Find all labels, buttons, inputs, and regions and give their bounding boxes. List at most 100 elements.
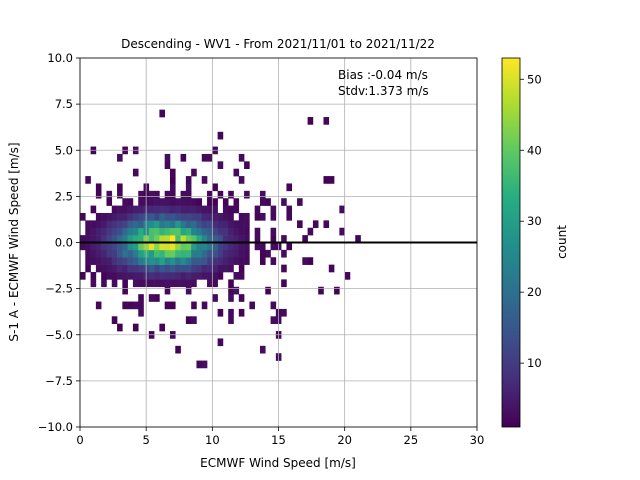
heatmap-cell: [132, 323, 139, 332]
heatmap-cell: [254, 227, 261, 236]
y-tick-label: 0.0: [55, 236, 73, 250]
colorbar-label: count: [555, 225, 569, 259]
colorbar-tick-label: 20: [527, 285, 542, 299]
heatmap-cell: [132, 227, 139, 236]
heatmap-cell: [122, 220, 128, 229]
heatmap-cell: [185, 220, 192, 229]
heatmap-cell: [228, 257, 234, 265]
y-tick-label: −7.5: [45, 374, 73, 388]
heatmap-cell: [122, 264, 128, 273]
heatmap-cell: [164, 301, 171, 310]
heatmap-cell: [212, 205, 218, 214]
heatmap-cell: [169, 242, 176, 251]
heatmap-cell: [244, 161, 250, 169]
heatmap-cell: [159, 235, 165, 243]
heatmap-cell: [228, 249, 234, 258]
heatmap-cell: [169, 301, 176, 310]
heatmap-cell: [201, 272, 208, 280]
heatmap-cell: [191, 249, 197, 258]
heatmap-cell: [148, 198, 155, 206]
heatmap-cell: [175, 205, 181, 214]
heatmap-cell: [270, 235, 277, 243]
heatmap-cell: [191, 235, 197, 243]
heatmap-cell: [122, 205, 128, 214]
heatmap-cell: [207, 205, 213, 214]
heatmap-cell: [270, 316, 277, 324]
heatmap-cell: [106, 272, 113, 280]
heatmap-cell: [180, 272, 187, 280]
heatmap-cell: [265, 286, 271, 295]
heatmap-cell: [127, 235, 134, 243]
heatmap-cell: [169, 198, 176, 206]
heatmap-cell: [207, 242, 213, 251]
heatmap-cell: [212, 198, 218, 206]
heatmap-cell: [201, 235, 208, 243]
heatmap-cell: [148, 272, 155, 280]
heatmap-cell: [355, 235, 361, 243]
heatmap-cell: [154, 294, 160, 302]
stdv-annotation: Stdv:1.373 m/s: [338, 84, 429, 98]
heatmap-cell: [169, 235, 176, 243]
heatmap-cell: [307, 227, 314, 236]
heatmap-cell: [191, 257, 197, 265]
heatmap-cell: [101, 257, 107, 265]
heatmap-cell: [228, 316, 234, 324]
heatmap-cell: [90, 235, 97, 243]
heatmap-cell: [217, 264, 224, 273]
heatmap-cell: [281, 198, 287, 206]
heatmap-cell: [159, 198, 165, 206]
heatmap-cells: [80, 109, 361, 369]
heatmap-cell: [159, 212, 165, 221]
heatmap-cell: [244, 227, 250, 236]
heatmap-cell: [169, 168, 176, 177]
heatmap-cell: [95, 249, 102, 258]
heatmap-cell: [207, 227, 213, 236]
heatmap-cell: [185, 257, 192, 265]
heatmap-cell: [196, 242, 203, 251]
heatmap-cell: [180, 198, 187, 206]
heatmap-cell: [222, 257, 229, 265]
heatmap-cell: [117, 323, 123, 332]
heatmap-cell: [244, 249, 250, 258]
heatmap-cell: [185, 264, 192, 273]
heatmap-cell: [111, 212, 118, 221]
heatmap-cell: [117, 190, 123, 199]
heatmap-cell: [80, 272, 86, 280]
heatmap-cell: [148, 190, 155, 199]
heatmap-cell: [233, 198, 240, 206]
heatmap-cell: [138, 235, 144, 243]
heatmap-cell: [180, 212, 187, 221]
heatmap-cell: [154, 249, 160, 258]
heatmap-cell: [201, 227, 208, 236]
heatmap-cell: [201, 242, 208, 251]
heatmap-cell: [185, 227, 192, 236]
heatmap-cell: [138, 264, 144, 273]
heatmap-cell: [212, 264, 218, 273]
heatmap-cell: [191, 205, 197, 214]
heatmap-cell: [228, 286, 234, 295]
heatmap-cell: [117, 227, 123, 236]
heatmap-cell: [127, 198, 134, 206]
heatmap-cell: [169, 257, 176, 265]
heatmap-cell: [90, 242, 97, 251]
heatmap-cell: [191, 227, 197, 236]
heatmap-cell: [196, 212, 203, 221]
heatmap-cell: [312, 220, 319, 229]
heatmap-cell: [212, 235, 218, 243]
heatmap-cell: [228, 190, 234, 199]
heatmap-cell: [122, 279, 128, 288]
heatmap-cell: [127, 301, 134, 310]
heatmap-cell: [122, 212, 128, 221]
heatmap-cell: [286, 212, 293, 221]
heatmap-cell: [191, 242, 197, 251]
heatmap-cell: [148, 242, 155, 251]
y-tick-label: 7.5: [55, 97, 73, 111]
heatmap-cell: [164, 257, 171, 265]
heatmap-cell: [228, 279, 234, 288]
heatmap-cell: [117, 242, 123, 251]
heatmap-cell: [148, 279, 155, 288]
heatmap-cell: [196, 360, 203, 369]
heatmap-cell: [175, 235, 181, 243]
heatmap-cell: [212, 279, 218, 288]
heatmap-cell: [259, 345, 266, 354]
